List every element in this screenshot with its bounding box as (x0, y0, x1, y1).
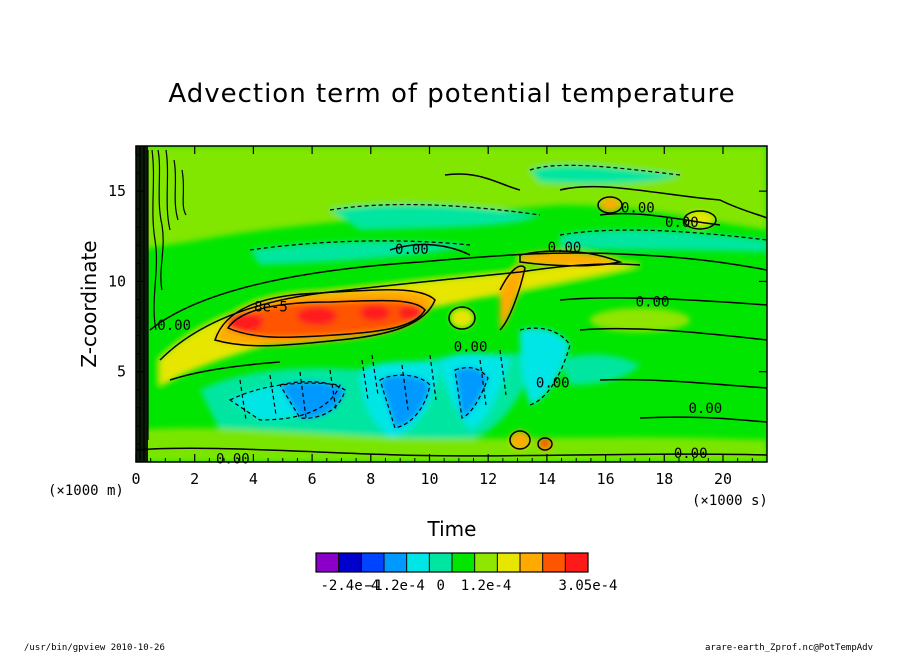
contour-label: 0.00 (395, 242, 429, 258)
x-unit-label: (×1000 s) (692, 493, 768, 509)
y-axis: 5 10 15 (108, 154, 767, 445)
x-tick-label: 6 (308, 470, 317, 488)
contour-label: 0.00 (454, 339, 488, 355)
colorbar-swatch (316, 553, 339, 572)
colorbar: -2.4e-4-1.2e-4 0 1.2e-4 3.05e-4 (315, 552, 618, 594)
x-axis-label: Time (427, 517, 477, 541)
colorbar-swatch (520, 553, 543, 572)
y-tick-label: 10 (108, 272, 126, 290)
contour-label: 0.00 (674, 446, 708, 462)
chart-title: Advection term of potential temperature (168, 79, 735, 109)
contour-label: 0.00 (548, 240, 582, 256)
footer-right: arare-earth_Zprof.nc@PotTempAdv (705, 643, 873, 653)
x-tick-label: 12 (479, 470, 497, 488)
contour-label: 0.00 (216, 451, 250, 467)
colorbar-swatch (361, 553, 384, 572)
contour-label: 0.00 (621, 200, 655, 216)
footer-left: /usr/bin/gpview 2010-10-26 (24, 643, 165, 653)
colorbar-tick-label: 0 (436, 578, 444, 594)
plot-frame (135, 145, 768, 463)
x-tick-label: 20 (714, 470, 732, 488)
dashed-contours (228, 164, 767, 429)
colorbar-swatch (542, 553, 566, 572)
colorbar-swatch (384, 553, 407, 572)
colorbar-swatch (406, 553, 430, 572)
y-tick-label: 5 (117, 363, 126, 381)
colorbar-swatch (338, 553, 362, 572)
contour-label: 8e-5 (254, 300, 288, 316)
x-tick-label: 0 (131, 470, 140, 488)
contour-label: 0.00 (665, 215, 699, 231)
colorbar-swatch (497, 553, 520, 572)
colorbar-swatch (474, 553, 498, 572)
y-axis-label: Z-coordinate (77, 240, 101, 367)
x-tick-label: 8 (366, 470, 375, 488)
colorbar-swatch (565, 553, 588, 572)
y-tick-label: 15 (108, 182, 126, 200)
contour-label: 0.00 (636, 294, 670, 310)
x-tick-label: 10 (420, 470, 438, 488)
x-tick-label: 18 (655, 470, 673, 488)
contour-label: 0.00 (536, 376, 570, 392)
contour-label: 0.00 (157, 318, 191, 334)
contour-label: 0.00 (689, 401, 723, 417)
colorbar-swatch (452, 553, 475, 572)
colorbar-tick-label: 3.05e-4 (558, 578, 617, 594)
colorbar-swatch (429, 553, 452, 572)
colorbar-frame (315, 552, 589, 573)
heatmap-field (136, 146, 767, 462)
x-tick-label: 4 (249, 470, 258, 488)
x-tick-label: 2 (190, 470, 199, 488)
y-unit-label: (×1000 m) (48, 483, 124, 499)
x-tick-label: 14 (538, 470, 556, 488)
colorbar-tick-label: -2.4e-4 (320, 578, 379, 594)
solid-contours (136, 173, 767, 457)
colorbar-tick-label: 1.2e-4 (461, 578, 512, 594)
contour-labels: 0.00 0.00 0.00 0.00 0.00 0.00 0.00 0.00 0.00 0.00… (157, 200, 722, 467)
x-axis: 0 2 4 6 8 10 12 14 16 18 20 (131, 146, 753, 488)
colorbar-tick-label: -1.2e-4 (366, 578, 425, 594)
x-tick-label: 16 (597, 470, 615, 488)
